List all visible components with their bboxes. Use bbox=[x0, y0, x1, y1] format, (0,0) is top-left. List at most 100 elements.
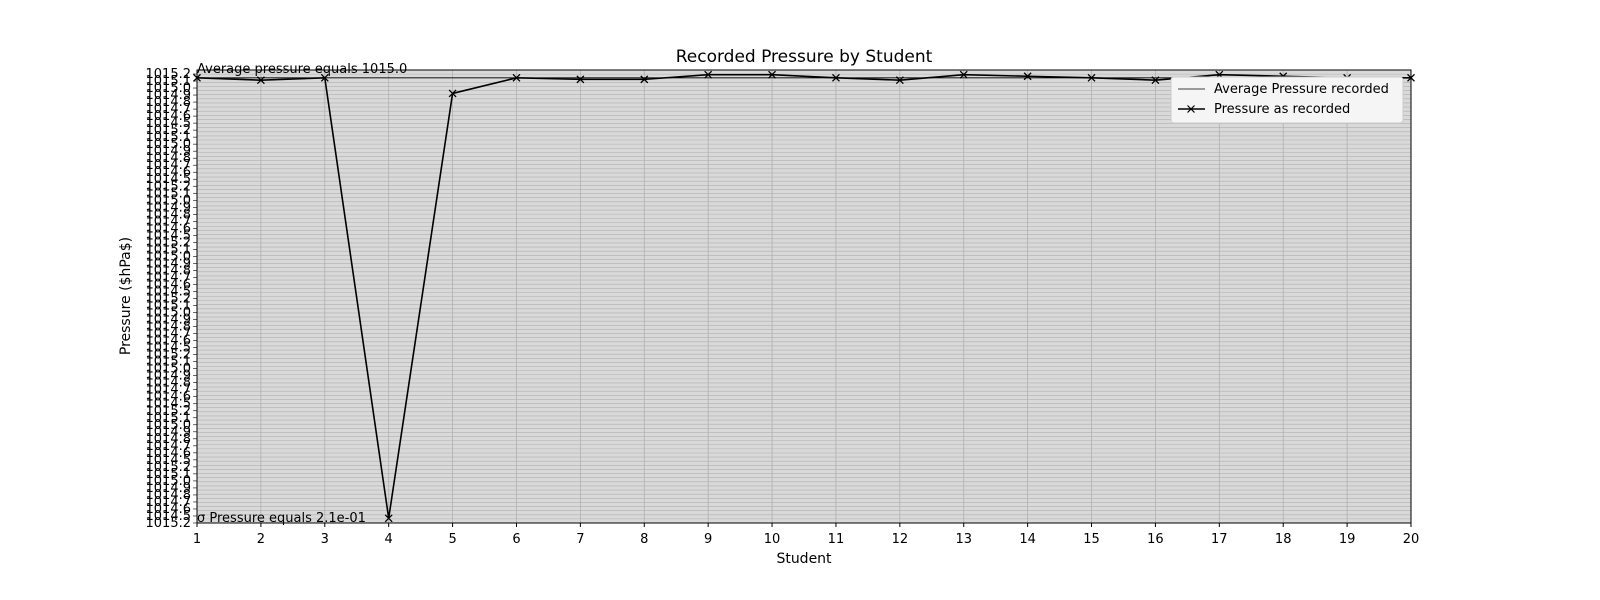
x-tick-label-20: 20 bbox=[1403, 532, 1420, 547]
y-tick-label: 1014.5 bbox=[146, 397, 192, 412]
y-tick-label: 1015.2 bbox=[146, 292, 192, 307]
y-tick-label: 1014.9 bbox=[146, 425, 192, 440]
x-tick-label-3: 3 bbox=[321, 532, 329, 547]
y-tick-label: 1014.6 bbox=[146, 109, 192, 124]
y-tick-label: 1014.9 bbox=[146, 88, 192, 103]
legend-swatch-marker bbox=[1187, 105, 1195, 113]
y-tick-label: 1015.2 bbox=[146, 235, 192, 250]
x-tick-label-14: 14 bbox=[1019, 532, 1036, 547]
y-tick-label: 1014.9 bbox=[146, 369, 192, 384]
legend: Average Pressure recorded Pressure as re… bbox=[1170, 76, 1404, 124]
x-tick-label-17: 17 bbox=[1211, 532, 1228, 547]
data-point-14 bbox=[1023, 72, 1032, 81]
y-tick-label: 1014.5 bbox=[146, 453, 192, 468]
y-tick-label: 1015.2 bbox=[146, 348, 192, 363]
y-tick-label: 1014.8 bbox=[146, 263, 192, 278]
data-point-5 bbox=[448, 89, 457, 98]
y-tick-label: 1015.0 bbox=[146, 474, 192, 489]
y-tick-label: 1015.0 bbox=[146, 137, 192, 152]
y-tick-label: 1014.9 bbox=[146, 200, 192, 215]
y-tick-label: 1015.1 bbox=[146, 411, 192, 426]
data-point-3 bbox=[320, 73, 329, 82]
y-tick-label: 1015.0 bbox=[146, 362, 192, 377]
data-point-9 bbox=[704, 70, 713, 79]
y-tick-label: 1014.6 bbox=[146, 277, 192, 292]
x-tick-label-9: 9 bbox=[704, 532, 712, 547]
y-tick-label: 1014.9 bbox=[146, 313, 192, 328]
x-tick-label-16: 16 bbox=[1147, 532, 1164, 547]
y-axis-label: Pressure ($hPa$) bbox=[118, 237, 134, 355]
x-tick-label-2: 2 bbox=[257, 532, 265, 547]
x-tick-label-18: 18 bbox=[1275, 532, 1292, 547]
y-tick-label: 1015.2 bbox=[146, 516, 192, 531]
x-tick-label-7: 7 bbox=[576, 532, 584, 547]
data-point-4 bbox=[384, 514, 393, 523]
y-tick-label: 1015.1 bbox=[146, 74, 192, 89]
y-tick-label: 1015.0 bbox=[146, 306, 192, 321]
y-tick-label: 1014.9 bbox=[146, 256, 192, 271]
y-tick-label: 1014.5 bbox=[146, 172, 192, 187]
y-tick-label: 1014.6 bbox=[146, 390, 192, 405]
y-tick-label: 1014.9 bbox=[146, 481, 192, 496]
y-tick-label: 1015.0 bbox=[146, 193, 192, 208]
y-tick-label: 1014.5 bbox=[146, 341, 192, 356]
y-tick-label: 1014.8 bbox=[146, 151, 192, 166]
pressure-line bbox=[196, 73, 1411, 519]
x-tick-label-15: 15 bbox=[1083, 532, 1100, 547]
data-point-6 bbox=[512, 73, 521, 82]
y-tick-label: 1014.5 bbox=[146, 509, 192, 524]
y-tick-label: 1015.2 bbox=[146, 179, 192, 194]
y-tick-label: 1014.8 bbox=[146, 320, 192, 335]
x-tick-label-13: 13 bbox=[955, 532, 972, 547]
y-tick-label: 1015.1 bbox=[146, 130, 192, 145]
y-tick-label: 1015.2 bbox=[146, 123, 192, 138]
y-tick-label: 1015.2 bbox=[146, 67, 192, 82]
plot-frame bbox=[196, 69, 1412, 524]
x-tick-label-1: 1 bbox=[193, 532, 201, 547]
x-tick-label-5: 5 bbox=[448, 532, 456, 547]
y-tick-label: 1014.8 bbox=[146, 207, 192, 222]
y-tick-label: 1015.1 bbox=[146, 299, 192, 314]
data-point-15 bbox=[1087, 73, 1096, 82]
y-tick-label: 1014.6 bbox=[146, 446, 192, 461]
y-tick-label: 1014.7 bbox=[146, 495, 192, 510]
y-tick-label: 1014.5 bbox=[146, 228, 192, 243]
data-point-13 bbox=[959, 70, 968, 79]
y-tick-label: 1015.1 bbox=[146, 242, 192, 257]
x-tick-label-4: 4 bbox=[385, 532, 393, 547]
y-tick-label: 1014.6 bbox=[146, 334, 192, 349]
data-point-10 bbox=[768, 70, 777, 79]
y-tick-label: 1014.7 bbox=[146, 383, 192, 398]
y-tick-label: 1014.8 bbox=[146, 488, 192, 503]
y-tick-label: 1014.7 bbox=[146, 439, 192, 454]
y-tick-label: 1014.7 bbox=[146, 214, 192, 229]
y-tick-label: 1014.8 bbox=[146, 376, 192, 391]
y-tick-label: 1015.0 bbox=[146, 81, 192, 96]
data-point-7 bbox=[576, 75, 585, 84]
y-tick-label: 1014.6 bbox=[146, 221, 192, 236]
legend-label-pressure: Pressure as recorded bbox=[1214, 102, 1350, 117]
y-tick-label: 1014.9 bbox=[146, 144, 192, 159]
y-tick-label: 1014.6 bbox=[146, 502, 192, 517]
y-tick-label: 1014.8 bbox=[146, 432, 192, 447]
x-tick-labels: 1 2 3 4 5 6 7 8 9 10 11 12 13 14 15 16 17 18 19 20 bbox=[193, 523, 1419, 547]
y-tick-label: 1015.0 bbox=[146, 418, 192, 433]
y-tick-label: 1015.2 bbox=[146, 404, 192, 419]
y-tick-label: 1014.5 bbox=[146, 284, 192, 299]
y-tick-label: 1014.7 bbox=[146, 327, 192, 342]
data-point-2 bbox=[256, 76, 265, 85]
legend-label-average: Average Pressure recorded bbox=[1214, 82, 1389, 97]
y-tick-label: 1015.1 bbox=[146, 467, 192, 482]
x-tick-label-19: 19 bbox=[1339, 532, 1356, 547]
x-tick-label-10: 10 bbox=[764, 532, 781, 547]
x-tick-label-8: 8 bbox=[640, 532, 648, 547]
y-tick-label: 1014.7 bbox=[146, 102, 192, 117]
y-tick-labels: 1015.21015.11015.01014.91014.81014.71014… bbox=[146, 67, 197, 531]
y-tick-label: 1014.6 bbox=[146, 165, 192, 180]
data-point-16 bbox=[1151, 76, 1160, 85]
chart-title: Recorded Pressure by Student bbox=[676, 47, 933, 67]
data-point-12 bbox=[895, 76, 904, 85]
sigma-annotation: σ Pressure equals 2.1e-01 bbox=[197, 511, 366, 526]
data-point-8 bbox=[640, 75, 649, 84]
